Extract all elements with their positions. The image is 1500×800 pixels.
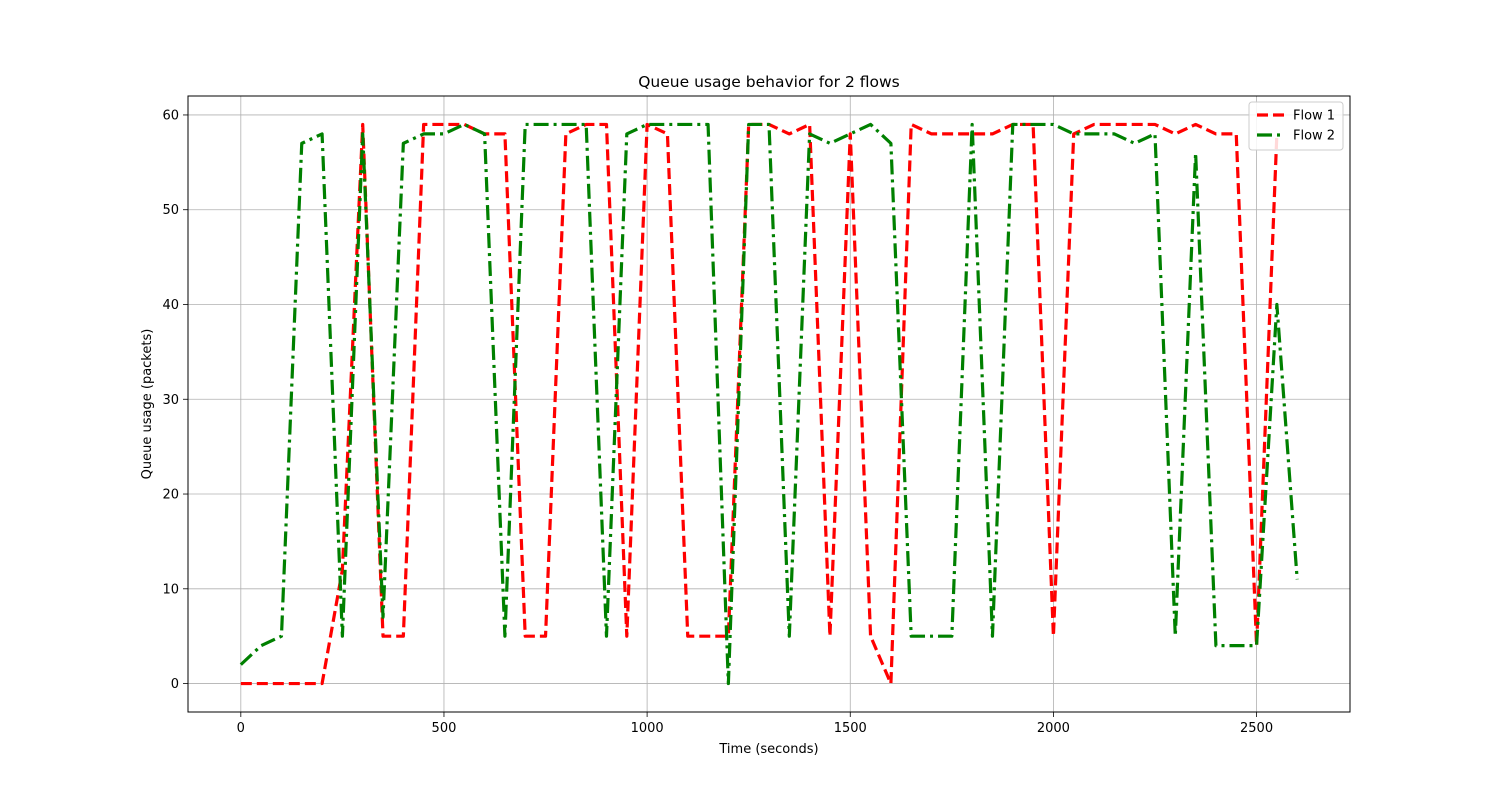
x-axis-label: Time (seconds) — [718, 742, 818, 757]
y-tick-label: 50 — [162, 203, 179, 218]
legend-label-flow-1: Flow 1 — [1293, 109, 1335, 124]
chart-title: Queue usage behavior for 2 flows — [638, 73, 900, 91]
y-axis-label: Queue usage (packets) — [140, 329, 155, 480]
y-tick-label: 20 — [162, 488, 179, 503]
ticks: 0 500 1000 1500 2000 2500 0 10 20 30 40 50 60 — [162, 108, 1273, 736]
y-tick-label: 60 — [162, 108, 179, 123]
series-line-flow-2 — [239, 122, 1299, 686]
legend-label-flow-2: Flow 2 — [1293, 129, 1335, 144]
x-tick-label: 0 — [237, 721, 245, 736]
legend: Flow 1 Flow 2 — [1248, 101, 1344, 151]
y-tick-label: 10 — [162, 582, 179, 597]
legend-box — [1248, 101, 1344, 151]
x-tick-label: 2500 — [1240, 721, 1273, 736]
x-tick-label: 1500 — [834, 721, 867, 736]
y-tick-label: 0 — [171, 677, 179, 692]
series-layer — [239, 122, 1299, 686]
y-tick-label: 40 — [162, 298, 179, 313]
plot-frame — [187, 95, 1351, 713]
x-tick-label: 1000 — [631, 721, 664, 736]
x-tick-label: 500 — [432, 721, 457, 736]
x-tick-label: 2000 — [1037, 721, 1070, 736]
y-tick-label: 30 — [162, 393, 179, 408]
